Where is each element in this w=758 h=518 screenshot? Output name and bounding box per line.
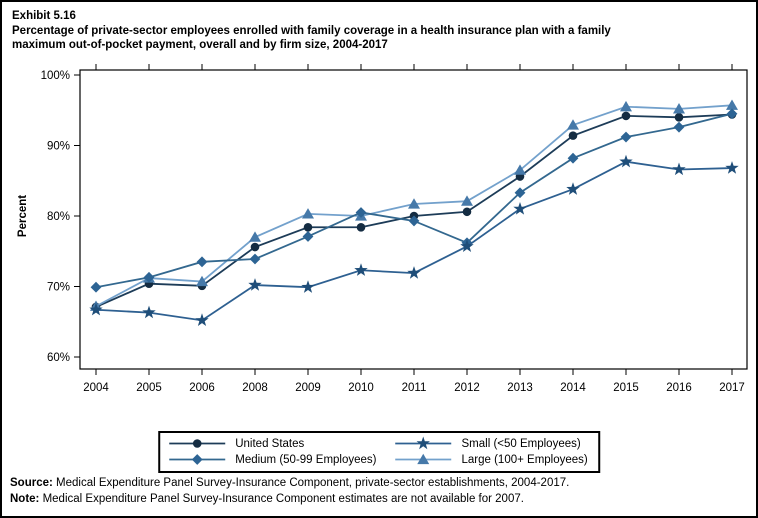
x-tick-label: 2008 xyxy=(242,382,268,394)
data-point-marker xyxy=(514,164,526,175)
x-tick-label: 2004 xyxy=(83,382,109,394)
x-tick-label: 2016 xyxy=(666,382,692,394)
x-tick-label: 2010 xyxy=(348,382,374,394)
legend-marker-triangle-icon xyxy=(395,453,452,465)
data-point-marker xyxy=(250,242,260,252)
data-point-marker xyxy=(674,113,684,122)
legend-marker-diamond-icon xyxy=(169,454,226,465)
y-tick-label: 60% xyxy=(47,352,70,364)
x-tick-label: 2006 xyxy=(189,382,215,394)
x-tick-label: 2015 xyxy=(613,382,639,394)
y-tick-label: 70% xyxy=(47,282,70,294)
data-point-marker xyxy=(566,182,580,195)
data-point-marker xyxy=(462,207,472,217)
data-point-marker xyxy=(725,161,739,174)
chart-footnotes: Source: Medical Expenditure Panel Survey… xyxy=(10,475,569,507)
data-point-marker xyxy=(196,275,208,287)
source-line: Source: Medical Expenditure Panel Survey… xyxy=(10,475,569,491)
note-text: Medical Expenditure Panel Survey-Insuran… xyxy=(39,493,524,505)
chart-legend: United States Small (<50 Employees) Medium… xyxy=(158,431,600,473)
data-point-marker xyxy=(356,222,366,232)
data-point-marker xyxy=(567,119,579,130)
x-tick-label: 2011 xyxy=(402,382,427,394)
data-point-marker xyxy=(460,239,474,252)
x-tick-label: 2017 xyxy=(719,382,745,394)
data-point-marker xyxy=(672,162,686,176)
note-label: Note: xyxy=(10,493,40,505)
data-point-marker xyxy=(303,222,313,232)
data-point-marker xyxy=(407,266,421,279)
note-line: Note: Medical Expenditure Panel Survey-I… xyxy=(10,491,569,507)
data-point-marker xyxy=(619,154,633,168)
source-text: Medical Expenditure Panel Survey-Insuran… xyxy=(52,477,570,489)
series-line-0 xyxy=(95,113,733,308)
data-point-marker xyxy=(248,278,262,291)
series-line-2 xyxy=(95,160,733,322)
x-tick-label: 2013 xyxy=(507,382,533,394)
y-tick-label: 80% xyxy=(47,211,70,223)
x-tick-label: 2012 xyxy=(454,382,480,394)
data-point-marker xyxy=(89,302,103,316)
data-point-marker xyxy=(461,195,473,206)
data-point-marker xyxy=(673,103,685,114)
line-chart: 60% 70% 80% 90% 100% 2004 2005 2006 2008 2009 2010… xyxy=(17,64,748,394)
data-point-marker xyxy=(249,253,261,265)
legend-marker xyxy=(417,453,430,465)
chart-title-line1: Percentage of private-sector employees e… xyxy=(12,25,611,37)
data-point-marker xyxy=(567,152,579,164)
x-tick-label: 2005 xyxy=(136,382,162,394)
data-point-marker xyxy=(302,208,314,219)
data-point-marker xyxy=(249,231,261,242)
x-tick-label: 2014 xyxy=(560,382,586,394)
data-point-marker xyxy=(408,198,420,209)
data-point-marker xyxy=(568,131,578,140)
legend-label: Medium (50-99 Employees) xyxy=(235,453,377,466)
legend-marker xyxy=(191,454,203,465)
data-point-marker xyxy=(355,207,367,218)
data-point-marker xyxy=(142,305,156,319)
data-point-marker xyxy=(620,100,632,112)
legend-item: Large (100+ Employees) xyxy=(395,452,588,467)
legend-label: United States xyxy=(235,437,305,450)
data-point-marker xyxy=(673,121,685,133)
data-point-marker xyxy=(354,263,368,276)
chart-title: Exhibit 5.16 Percentage of private-secto… xyxy=(12,9,611,52)
legend-item: Small (<50 Employees) xyxy=(395,436,588,451)
data-point-marker xyxy=(513,202,527,215)
data-point-marker xyxy=(514,187,526,199)
data-point-marker xyxy=(621,111,631,121)
x-tick-label: 2009 xyxy=(295,382,321,394)
data-point-marker xyxy=(620,131,632,143)
data-point-marker xyxy=(408,215,420,227)
source-label: Source: xyxy=(10,477,53,489)
data-point-marker xyxy=(143,271,155,283)
legend-marker-circle-icon xyxy=(169,439,226,448)
legend-marker-star-icon xyxy=(395,436,452,450)
data-point-marker xyxy=(301,280,315,293)
legend-marker xyxy=(416,436,431,450)
legend-item: Medium (50-99 Employees) xyxy=(168,452,377,467)
data-point-marker xyxy=(726,99,738,110)
y-tick-label: 100% xyxy=(41,70,70,82)
y-axis-title: Percent xyxy=(17,195,29,237)
legend-label: Small (<50 Employees) xyxy=(461,437,581,450)
legend-label: Large (100+ Employees) xyxy=(461,453,588,466)
data-point-marker xyxy=(196,256,208,268)
data-point-marker xyxy=(726,108,738,120)
exhibit-number: Exhibit 5.16 xyxy=(12,10,76,22)
chart-title-line2: maximum out-of-pocket payment, overall a… xyxy=(12,39,388,51)
data-point-marker xyxy=(195,313,209,326)
data-point-marker xyxy=(302,231,314,242)
data-point-marker xyxy=(90,281,102,293)
legend-marker xyxy=(192,439,202,448)
legend-item: United States xyxy=(168,436,376,451)
y-tick-label: 90% xyxy=(47,141,70,153)
